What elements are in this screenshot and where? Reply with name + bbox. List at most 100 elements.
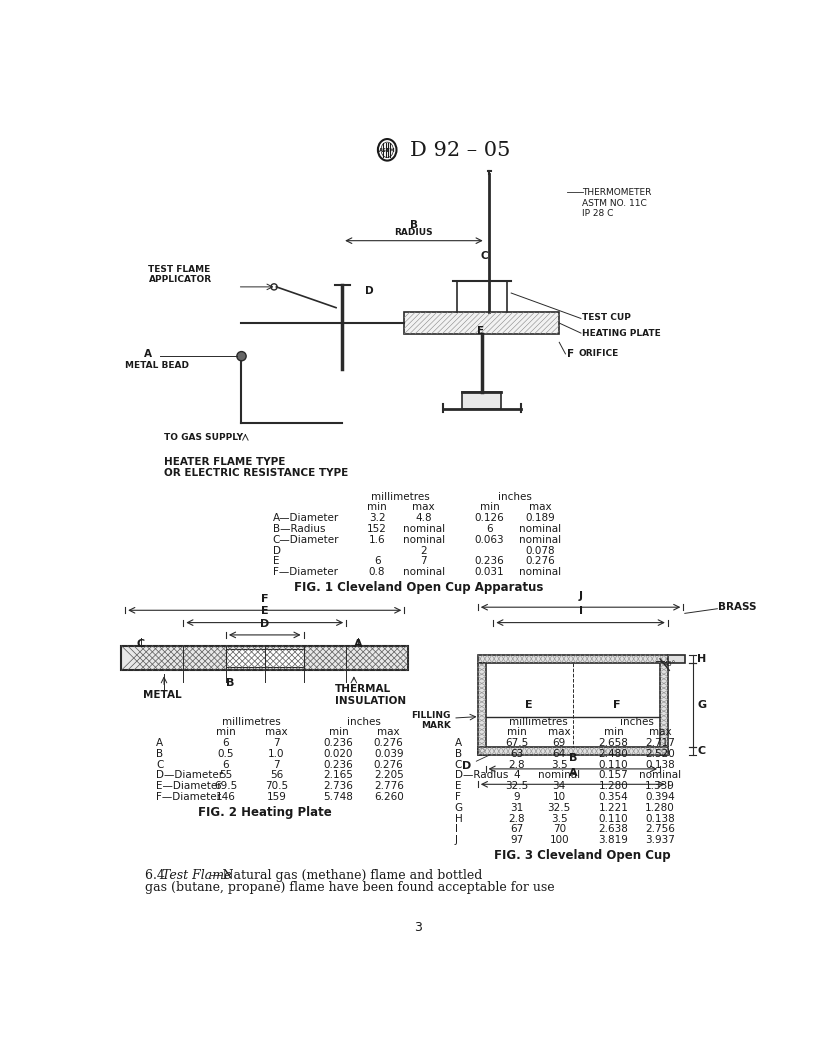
Text: E: E bbox=[273, 557, 279, 566]
Text: —Natural gas (methane) flame and bottled: —Natural gas (methane) flame and bottled bbox=[210, 869, 482, 882]
Text: nominal: nominal bbox=[402, 534, 445, 545]
Text: D—Diameter: D—Diameter bbox=[156, 771, 224, 780]
Text: 55: 55 bbox=[220, 771, 233, 780]
Text: E: E bbox=[477, 325, 484, 336]
Text: 1.6: 1.6 bbox=[369, 534, 385, 545]
Bar bbox=[463, 393, 501, 410]
Text: 0.276: 0.276 bbox=[374, 738, 404, 748]
Text: 6: 6 bbox=[374, 557, 380, 566]
Text: 3.2: 3.2 bbox=[369, 513, 385, 524]
Text: FILLING
MARK: FILLING MARK bbox=[411, 711, 450, 730]
Text: 10: 10 bbox=[552, 792, 565, 802]
Bar bbox=[226, 648, 304, 667]
Text: gas (butane, propane) flame have been found acceptable for use: gas (butane, propane) flame have been fo… bbox=[144, 882, 554, 894]
Bar bbox=[478, 663, 486, 755]
Text: 7: 7 bbox=[420, 557, 427, 566]
Text: F: F bbox=[567, 348, 574, 359]
Text: F—Diameter: F—Diameter bbox=[156, 792, 221, 802]
Text: D: D bbox=[365, 286, 374, 296]
Text: B: B bbox=[226, 678, 234, 689]
Text: millimetres: millimetres bbox=[371, 492, 430, 502]
Text: A—Diameter: A—Diameter bbox=[273, 513, 339, 524]
Text: 2.776: 2.776 bbox=[374, 781, 404, 791]
Text: 6: 6 bbox=[223, 759, 229, 770]
Text: 97: 97 bbox=[510, 835, 523, 845]
Text: 0.5: 0.5 bbox=[218, 749, 234, 759]
Text: nominal: nominal bbox=[402, 567, 445, 578]
Text: E: E bbox=[455, 781, 461, 791]
Text: 2.736: 2.736 bbox=[323, 781, 353, 791]
Text: 67.5: 67.5 bbox=[505, 738, 528, 748]
Text: 0.276: 0.276 bbox=[525, 557, 555, 566]
Text: 6: 6 bbox=[223, 738, 229, 748]
Text: 5.748: 5.748 bbox=[323, 792, 353, 802]
Text: METAL BEAD: METAL BEAD bbox=[125, 361, 189, 370]
Text: nominal: nominal bbox=[639, 771, 681, 780]
Text: C: C bbox=[481, 251, 488, 261]
Bar bbox=[667, 655, 685, 663]
Text: 1.0: 1.0 bbox=[268, 749, 285, 759]
Text: E: E bbox=[526, 700, 533, 710]
Text: F: F bbox=[613, 700, 620, 710]
Text: 32.5: 32.5 bbox=[505, 781, 528, 791]
Text: 32.5: 32.5 bbox=[548, 803, 571, 813]
Text: 1.339: 1.339 bbox=[645, 781, 675, 791]
Text: A: A bbox=[455, 738, 462, 748]
Text: ORIFICE: ORIFICE bbox=[579, 350, 619, 358]
Text: RADIUS: RADIUS bbox=[395, 228, 433, 237]
Text: 7: 7 bbox=[273, 738, 280, 748]
Text: B: B bbox=[569, 753, 577, 762]
Text: 0.063: 0.063 bbox=[475, 534, 504, 545]
Text: max: max bbox=[529, 503, 551, 512]
Text: max: max bbox=[412, 503, 435, 512]
Text: 45°: 45° bbox=[664, 661, 676, 667]
Bar bbox=[122, 645, 408, 671]
Text: 64: 64 bbox=[552, 749, 565, 759]
Text: 3.819: 3.819 bbox=[599, 835, 628, 845]
Text: F: F bbox=[455, 792, 460, 802]
Text: 6.260: 6.260 bbox=[374, 792, 404, 802]
Text: I: I bbox=[455, 825, 458, 834]
Text: C: C bbox=[697, 747, 705, 756]
Text: 0.039: 0.039 bbox=[374, 749, 404, 759]
Text: F: F bbox=[261, 595, 268, 604]
Text: J: J bbox=[455, 835, 458, 845]
Text: F—Diameter: F—Diameter bbox=[273, 567, 338, 578]
Text: 100: 100 bbox=[549, 835, 569, 845]
Text: METAL: METAL bbox=[143, 690, 182, 699]
Text: 0.020: 0.020 bbox=[324, 749, 353, 759]
Text: 0.126: 0.126 bbox=[475, 513, 504, 524]
Bar bbox=[660, 663, 667, 755]
Text: HEATING PLATE: HEATING PLATE bbox=[583, 328, 661, 338]
Text: 2.205: 2.205 bbox=[374, 771, 404, 780]
Text: 2.638: 2.638 bbox=[599, 825, 628, 834]
Text: 0.138: 0.138 bbox=[645, 759, 675, 770]
Text: 159: 159 bbox=[267, 792, 286, 802]
Text: 1.221: 1.221 bbox=[599, 803, 628, 813]
Text: 6: 6 bbox=[486, 524, 493, 534]
Text: A: A bbox=[144, 348, 153, 359]
Text: min: min bbox=[329, 728, 348, 737]
Text: I: I bbox=[579, 606, 583, 617]
Text: TO GAS SUPPLY: TO GAS SUPPLY bbox=[164, 433, 243, 441]
Text: ASTM: ASTM bbox=[379, 148, 396, 153]
Text: 1.280: 1.280 bbox=[599, 781, 628, 791]
Bar bbox=[478, 748, 667, 755]
Text: 152: 152 bbox=[367, 524, 387, 534]
Text: 3.5: 3.5 bbox=[551, 813, 568, 824]
Text: H: H bbox=[697, 654, 707, 664]
Text: 70.5: 70.5 bbox=[265, 781, 288, 791]
Text: 2: 2 bbox=[420, 546, 427, 555]
Text: 0.276: 0.276 bbox=[374, 759, 404, 770]
Text: nominal: nominal bbox=[519, 524, 561, 534]
Text: E—Diameter: E—Diameter bbox=[156, 781, 222, 791]
Text: 3.937: 3.937 bbox=[645, 835, 675, 845]
Text: D: D bbox=[260, 619, 269, 628]
Text: 69.5: 69.5 bbox=[215, 781, 237, 791]
Text: 2.717: 2.717 bbox=[645, 738, 675, 748]
Text: OR ELECTRIC RESISTANCE TYPE: OR ELECTRIC RESISTANCE TYPE bbox=[164, 468, 348, 478]
Text: C—Diameter: C—Diameter bbox=[273, 534, 339, 545]
Bar bbox=[404, 313, 559, 334]
Text: 9: 9 bbox=[513, 792, 520, 802]
Text: 2.165: 2.165 bbox=[323, 771, 353, 780]
